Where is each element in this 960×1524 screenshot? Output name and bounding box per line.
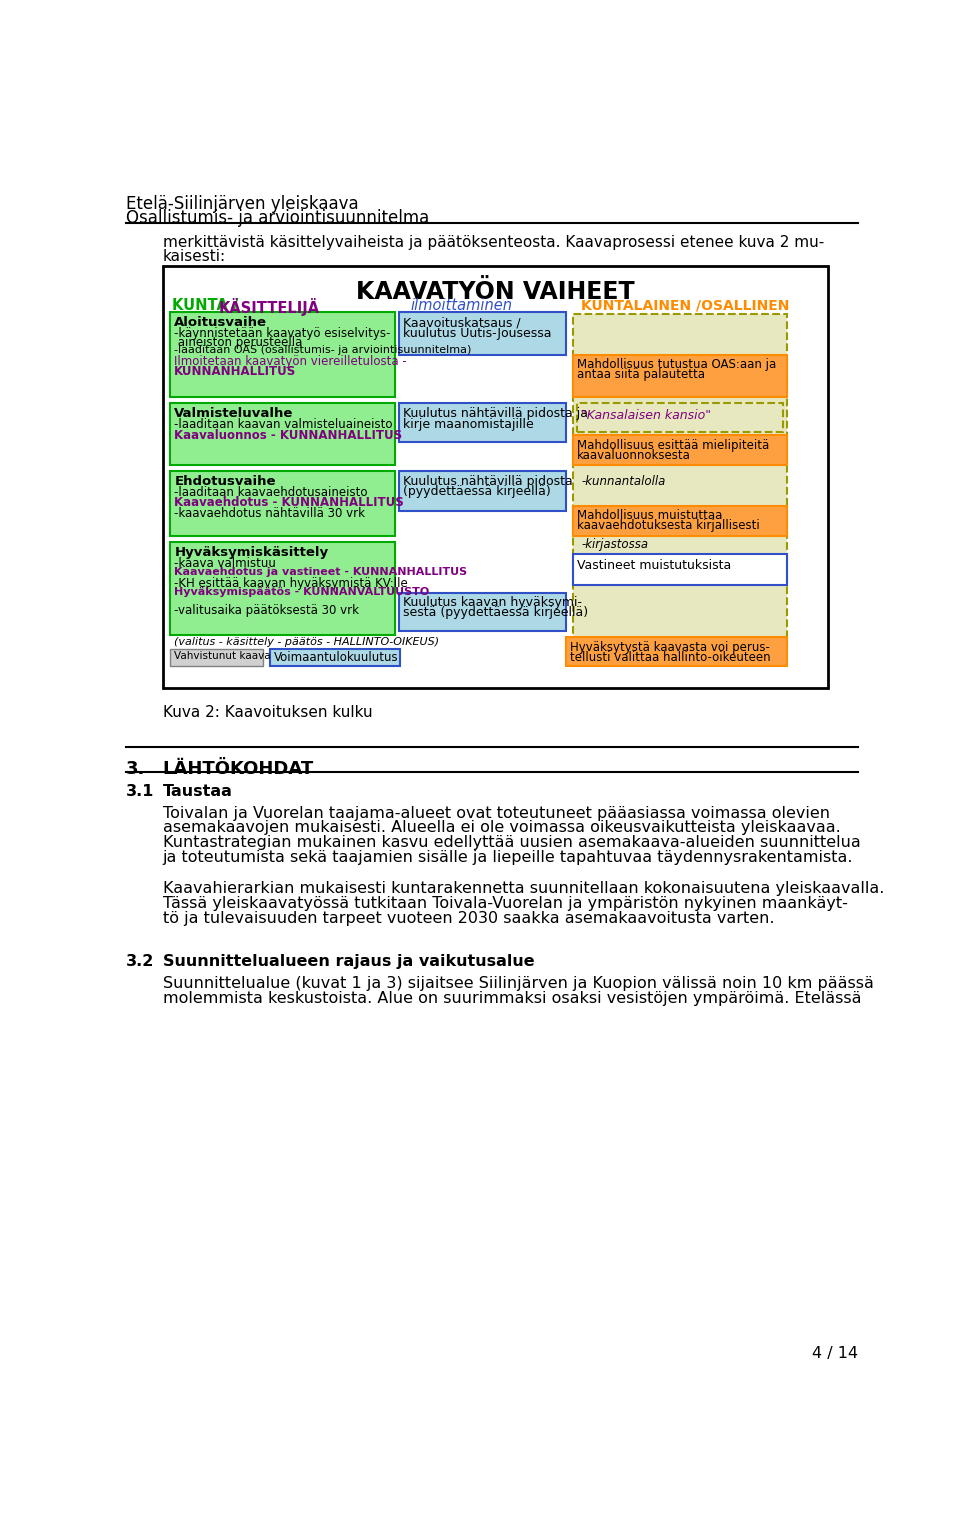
Text: Ehdotusvaihe: Ehdotusvaihe bbox=[175, 474, 276, 488]
Text: Kaavaehdotus - KUNNANHALLITUS: Kaavaehdotus - KUNNANHALLITUS bbox=[175, 497, 404, 509]
Text: -laaditaan OAS (osallistumis- ja arviointisuunnitelma): -laaditaan OAS (osallistumis- ja arvioin… bbox=[175, 346, 471, 355]
Text: Mahdollisuus tutustua OAS:aan ja: Mahdollisuus tutustua OAS:aan ja bbox=[577, 358, 777, 372]
Text: ilmoittaminen: ilmoittaminen bbox=[411, 299, 513, 314]
Text: Kaavaehdotus ja vastineet - KUNNANHALLITUS: Kaavaehdotus ja vastineet - KUNNANHALLIT… bbox=[175, 567, 468, 578]
Text: KUNNANHALLITUS: KUNNANHALLITUS bbox=[175, 364, 297, 378]
Text: molemmista keskustoista. Alue on suurimmaksi osaksi vesistöjen ympäröimä. Eteläs: molemmista keskustoista. Alue on suurimm… bbox=[162, 991, 861, 1006]
Text: Suunnittelualue (kuvat 1 ja 3) sijaitsee Siilinjärven ja Kuopion välissä noin 10: Suunnittelualue (kuvat 1 ja 3) sijaitsee… bbox=[162, 975, 874, 991]
Text: tellusti valittaa hallinto-oikeuteen: tellusti valittaa hallinto-oikeuteen bbox=[569, 651, 770, 664]
Text: kaavaehdotuksesta kirjallisesti: kaavaehdotuksesta kirjallisesti bbox=[577, 520, 760, 532]
Text: kirje maanomistajille: kirje maanomistajille bbox=[403, 418, 534, 431]
Text: Mahdollisuus muistuttaa: Mahdollisuus muistuttaa bbox=[577, 509, 723, 523]
Text: kaisesti:: kaisesti: bbox=[162, 248, 226, 264]
Text: Osallistumis- ja arviointisuunnitelma: Osallistumis- ja arviointisuunnitelma bbox=[126, 209, 429, 227]
Text: Kaavoituskatsaus /: Kaavoituskatsaus / bbox=[403, 315, 520, 329]
Text: Ilmoitetaan kaavatyön viereilletulosta -: Ilmoitetaan kaavatyön viereilletulosta - bbox=[175, 355, 407, 369]
Text: Toivalan ja Vuorelan taajama-alueet ovat toteutuneet pääasiassa voimassa olevien: Toivalan ja Vuorelan taajama-alueet ovat… bbox=[162, 806, 829, 821]
Bar bbox=[399, 471, 565, 511]
Text: KUNTA /: KUNTA / bbox=[172, 299, 244, 314]
Text: Hyväksytystä kaavasta voi perus-: Hyväksytystä kaavasta voi perus- bbox=[569, 642, 769, 654]
Bar bbox=[573, 555, 786, 585]
Text: 3.1: 3.1 bbox=[126, 785, 155, 799]
Text: kaavaluonnoksesta: kaavaluonnoksesta bbox=[577, 450, 691, 462]
Bar bbox=[577, 404, 782, 433]
Text: KUNTALAINEN /OSALLINEN: KUNTALAINEN /OSALLINEN bbox=[581, 299, 789, 312]
Bar bbox=[170, 543, 396, 636]
Text: -käynnistetään kaavatyö esiselvitys-: -käynnistetään kaavatyö esiselvitys- bbox=[175, 326, 391, 340]
Text: Kaavaluonnos - KUNNANHALLITUS: Kaavaluonnos - KUNNANHALLITUS bbox=[175, 430, 402, 442]
Text: Kuulutus nähtävillä pidosta ja: Kuulutus nähtävillä pidosta ja bbox=[403, 407, 588, 421]
Text: tö ja tulevaisuuden tarpeet vuoteen 2030 saakka asemakaavoitusta varten.: tö ja tulevaisuuden tarpeet vuoteen 2030… bbox=[162, 910, 774, 925]
Text: -kaavaehdotus nähtävillä 30 vrk: -kaavaehdotus nähtävillä 30 vrk bbox=[175, 507, 365, 520]
Bar bbox=[399, 404, 565, 442]
Text: -KH esittää kaavan hyväksymistä KV:lle: -KH esittää kaavan hyväksymistä KV:lle bbox=[175, 578, 408, 590]
Text: -kunnantalolla: -kunnantalolla bbox=[581, 474, 665, 488]
Text: ja toteutumista sekä taajamien sisälle ja liepeille tapahtuvaa täydennysrakentam: ja toteutumista sekä taajamien sisälle j… bbox=[162, 850, 853, 864]
Text: -kaava valmistuu: -kaava valmistuu bbox=[175, 558, 276, 570]
Text: Etelä-Siilinjärven yleiskaava: Etelä-Siilinjärven yleiskaava bbox=[126, 195, 359, 213]
Bar bbox=[170, 404, 396, 465]
Text: antaa siitä palautetta: antaa siitä palautetta bbox=[577, 369, 706, 381]
Text: sestä (pyydettäessä kirjeellä): sestä (pyydettäessä kirjeellä) bbox=[403, 607, 588, 619]
Text: Kuulutus kaavan hyväksymi-: Kuulutus kaavan hyväksymi- bbox=[403, 596, 582, 610]
Bar bbox=[170, 471, 396, 536]
Text: Suunnittelualueen rajaus ja vaikutusalue: Suunnittelualueen rajaus ja vaikutusalue bbox=[162, 954, 535, 969]
Text: LÄHTÖKOHDAT: LÄHTÖKOHDAT bbox=[162, 759, 314, 777]
Text: Tässä yleiskaavatyössä tutkitaan Toivala-Vuorelan ja ympäristön nykyinen maankäy: Tässä yleiskaavatyössä tutkitaan Toivala… bbox=[162, 896, 848, 911]
Text: -laaditaan kaavan valmisteluaineisto: -laaditaan kaavan valmisteluaineisto bbox=[175, 419, 393, 431]
Text: 3.: 3. bbox=[126, 759, 146, 777]
Text: Aloitusvaihe: Aloitusvaihe bbox=[175, 315, 267, 329]
Bar bbox=[573, 436, 786, 465]
Text: Voimaantulokuulutus: Voimaantulokuulutus bbox=[274, 651, 398, 664]
Text: 4 / 14: 4 / 14 bbox=[811, 1346, 858, 1361]
Text: Kuntastrategian mukainen kasvu edellyttää uusien asemakaava-alueiden suunnittelu: Kuntastrategian mukainen kasvu edellyttä… bbox=[162, 835, 860, 850]
Bar bbox=[270, 649, 399, 666]
Text: (pyydettäessä kirjeellä): (pyydettäessä kirjeellä) bbox=[403, 486, 551, 498]
Bar bbox=[565, 637, 786, 666]
Text: Vahvistunut kaava: Vahvistunut kaava bbox=[175, 651, 271, 661]
Text: (valitus - käsittely - päätös - HALLINTO-OIKEUS): (valitus - käsittely - päätös - HALLINTO… bbox=[175, 637, 440, 648]
Text: Valmisteluvalhe: Valmisteluvalhe bbox=[175, 407, 294, 421]
Bar bbox=[399, 593, 565, 631]
Bar bbox=[170, 649, 263, 666]
Text: asemakaavojen mukaisesti. Alueella ei ole voimassa oikeusvaikutteista yleiskaava: asemakaavojen mukaisesti. Alueella ei ol… bbox=[162, 820, 840, 835]
Bar bbox=[170, 312, 396, 396]
Text: Vastineet muistutuksista: Vastineet muistutuksista bbox=[577, 559, 732, 573]
Text: Taustaa: Taustaa bbox=[162, 785, 232, 799]
Bar bbox=[573, 355, 786, 396]
Text: Kaavahierarkian mukaisesti kuntarakennetta suunnitellaan kokonaisuutena yleiskaa: Kaavahierarkian mukaisesti kuntarakennet… bbox=[162, 881, 884, 896]
Text: -laaditaan kaavaehdotusaineisto: -laaditaan kaavaehdotusaineisto bbox=[175, 486, 368, 500]
Text: kuulutus Uutis-Jousessa: kuulutus Uutis-Jousessa bbox=[403, 326, 551, 340]
Text: Kuulutus nähtävillä pidosta: Kuulutus nähtävillä pidosta bbox=[403, 474, 572, 488]
Bar bbox=[162, 267, 828, 687]
Text: KÄSITTELIJÄ: KÄSITTELIJÄ bbox=[219, 299, 320, 317]
Text: Hyväksymispäätös - KUNNANVALTUUSTO: Hyväksymispäätös - KUNNANVALTUUSTO bbox=[175, 587, 429, 597]
Text: -valitusaika päätöksestä 30 vrk: -valitusaika päätöksestä 30 vrk bbox=[175, 604, 359, 617]
Text: Mahdollisuus esittää mielipiteitä: Mahdollisuus esittää mielipiteitä bbox=[577, 439, 770, 453]
Text: Hyväksymiskäsittely: Hyväksymiskäsittely bbox=[175, 546, 328, 559]
Text: Kuva 2: Kaavoituksen kulku: Kuva 2: Kaavoituksen kulku bbox=[162, 706, 372, 719]
Text: merkittävistä käsittelyvaiheista ja päätöksenteosta. Kaavaprosessi etenee kuva 2: merkittävistä käsittelyvaiheista ja päät… bbox=[162, 235, 824, 250]
Bar bbox=[573, 314, 786, 645]
Text: -kirjastossa: -kirjastossa bbox=[581, 538, 648, 550]
Bar bbox=[399, 312, 565, 355]
Text: KAAVATYÖN VAIHEET: KAAVATYÖN VAIHEET bbox=[356, 280, 635, 303]
Bar bbox=[573, 506, 786, 536]
Text: 3.2: 3.2 bbox=[126, 954, 155, 969]
Text: "Kansalaisen kansio": "Kansalaisen kansio" bbox=[581, 410, 711, 422]
Text: aineiston perusteella: aineiston perusteella bbox=[175, 337, 302, 349]
